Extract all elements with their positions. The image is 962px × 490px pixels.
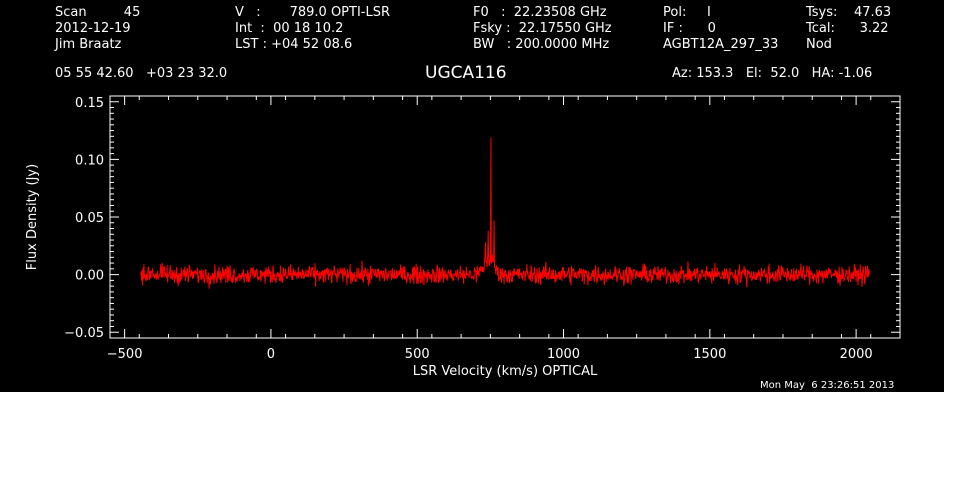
bandwidth: BW : 200.0000 MHz — [473, 37, 610, 52]
y-tick-label: 0.00 — [75, 269, 104, 284]
polarization: Pol: I — [663, 5, 711, 20]
plot-timestamp: Mon May 6 23:26:51 2013 — [760, 380, 895, 391]
scan-number: Scan 45 — [55, 5, 141, 20]
x-tick-label: 500 — [405, 347, 430, 362]
axes-frame — [109, 95, 901, 339]
y-axis-label: Flux Density (Jy) — [25, 164, 40, 270]
x-tick-label: −500 — [107, 347, 143, 362]
sky-frequency: Fsky : 22.17550 GHz — [473, 21, 612, 36]
spectrum-chart: −500 0 500 1000 1500 2000 −0.05 0.00 0.05 0.10 0.1… — [25, 95, 901, 379]
velocity-info: V : 789.0 OPTI-LSR — [235, 5, 391, 20]
x-tick-label: 1500 — [693, 347, 726, 362]
rest-frequency: F0 : 22.23508 GHz — [473, 5, 607, 20]
lst-info: LST : +04 52 08.6 — [235, 37, 353, 52]
integration-time: Int : 00 18 10.2 — [235, 21, 344, 36]
x-tick-label: 0 — [267, 347, 275, 362]
project-id: AGBT12A_297_33 — [663, 37, 779, 52]
tcal: Tcal: 3.22 — [806, 21, 889, 36]
source-coordinates: 05 55 42.60 +03 23 32.0 — [55, 66, 228, 81]
if-number: IF : 0 — [663, 21, 716, 36]
az-el-ha: Az: 153.3 El: 52.0 HA: -1.06 — [672, 66, 873, 81]
y-tick-label: 0.10 — [75, 153, 104, 168]
procedure: Nod — [806, 37, 832, 52]
y-tick-label: −0.05 — [64, 326, 104, 341]
y-tick-label: 0.05 — [75, 211, 104, 226]
x-tick-label: 1000 — [547, 347, 580, 362]
x-axis-label: LSR Velocity (km/s) OPTICAL — [413, 364, 598, 379]
y-tick-label: 0.15 — [75, 96, 104, 111]
tsys: Tsys: 47.63 — [806, 5, 892, 20]
source-name: UGCA116 — [425, 63, 507, 83]
spectrum-series-line — [140, 137, 870, 289]
observation-date: 2012-12-19 — [55, 21, 131, 36]
x-tick-label: 2000 — [840, 347, 873, 362]
plot-panel: Scan 45 2012-12-19 Jim Braatz V : 789.0 … — [0, 0, 944, 392]
observer-name: Jim Braatz — [55, 37, 122, 52]
